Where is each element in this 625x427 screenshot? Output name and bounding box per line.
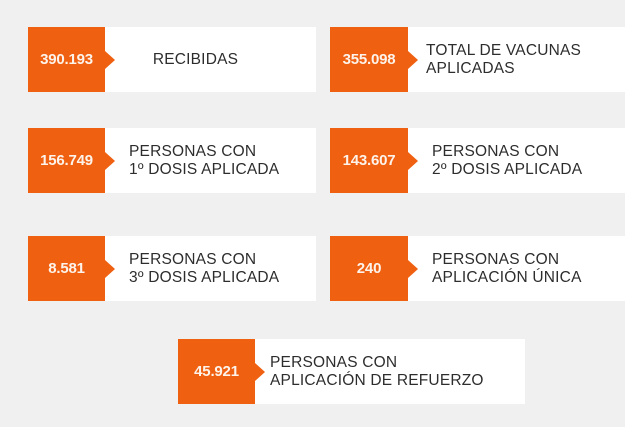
stat-label: PERSONAS CON APLICACIÓN ÚNICA (432, 250, 582, 286)
stat-label: PERSONAS CON 1º DOSIS APLICADA (129, 142, 280, 178)
stat-value-badge: 45.921 (178, 339, 265, 404)
stat-value-badge: 240 (330, 236, 418, 301)
stat-card-total-aplicadas: 355.098 TOTAL DE VACUNAS APLICADAS (330, 27, 625, 92)
stat-value: 45.921 (194, 363, 239, 380)
stat-value-badge: 390.193 (28, 27, 115, 92)
stat-card-tercera-dosis: 8.581 PERSONAS CON 3º DOSIS APLICADA (28, 236, 316, 301)
stat-card-recibidas: 390.193 RECIBIDAS (28, 27, 316, 92)
stat-label: PERSONAS CON 3º DOSIS APLICADA (129, 250, 280, 286)
stat-value: 8.581 (48, 260, 85, 277)
stat-card-segunda-dosis: 143.607 PERSONAS CON 2º DOSIS APLICADA (330, 128, 625, 193)
stat-label: RECIBIDAS (152, 50, 239, 68)
stat-value-badge: 156.749 (28, 128, 115, 193)
stat-value: 156.749 (40, 152, 93, 169)
stat-value: 355.098 (342, 51, 396, 68)
stat-value: 143.607 (342, 152, 396, 169)
stat-value: 390.193 (40, 51, 93, 68)
stat-value-badge: 143.607 (330, 128, 418, 193)
stat-label: TOTAL DE VACUNAS APLICADAS (426, 41, 582, 77)
stat-value: 240 (356, 260, 382, 277)
stat-card-primera-dosis: 156.749 PERSONAS CON 1º DOSIS APLICADA (28, 128, 316, 193)
stat-card-aplicacion-unica: 240 PERSONAS CON APLICACIÓN ÚNICA (330, 236, 625, 301)
stat-card-refuerzo: 45.921 PERSONAS CON APLICACIÓN DE REFUER… (178, 339, 525, 404)
stat-label: PERSONAS CON 2º DOSIS APLICADA (432, 142, 583, 178)
stat-value-badge: 8.581 (28, 236, 115, 301)
stat-label: PERSONAS CON APLICACIÓN DE REFUERZO (270, 353, 484, 389)
stat-value-badge: 355.098 (330, 27, 418, 92)
